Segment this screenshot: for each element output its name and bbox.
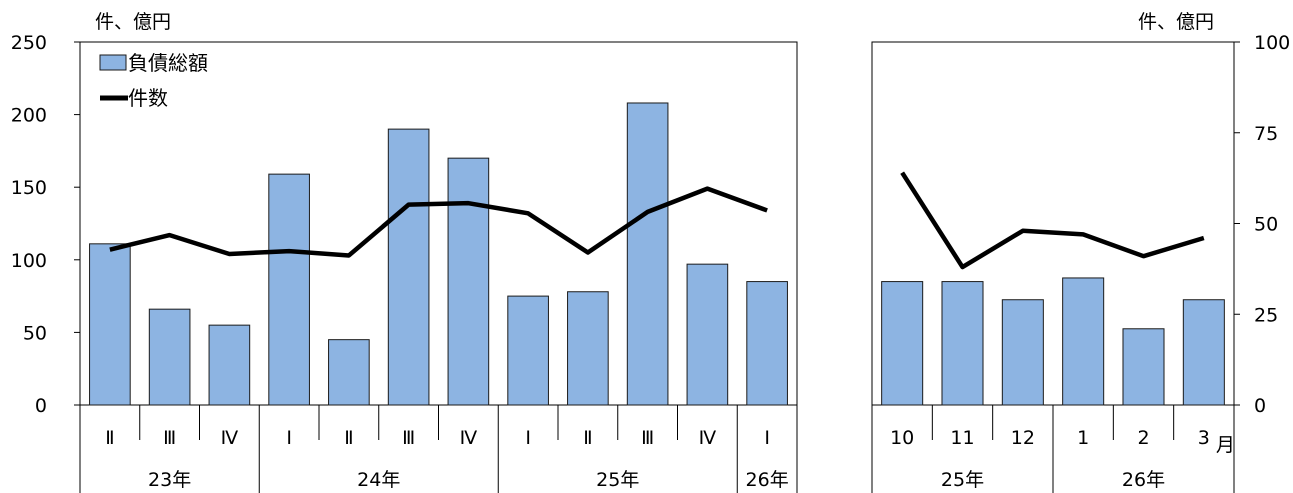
left-x-tick-label: Ⅲ [163,427,176,449]
left-bar [208,324,251,406]
left-bar [328,339,370,406]
legend-bar-label: 負債総額 [128,51,208,75]
left-y-tick-label: 50 [23,322,47,344]
left-x-tick-label: Ⅰ [286,427,292,449]
left-line-series [109,186,768,258]
left-x-tick-label: Ⅰ [525,427,531,449]
right-unit-label: 件、億円 [1138,11,1214,33]
left-bar [148,308,191,406]
left-bar [686,263,729,406]
right-x-tick-label: 12 [1011,427,1035,449]
right-year-label: 26年 [1122,469,1165,491]
right-x-tick-label: 10 [890,427,914,449]
legend: 負債総額 件数 [99,51,208,110]
right-line-path [900,171,1205,270]
left-year-label: 23年 [148,469,191,491]
right-bar [1062,277,1105,406]
left-line-path [109,186,768,258]
right-y-tick-label: 50 [1254,214,1278,236]
right-bar [1001,299,1044,406]
left-unit-label: 件、億円 [95,11,171,33]
right-bar [941,281,984,406]
left-x-tick-label: Ⅲ [402,427,415,449]
left-bar [567,291,609,406]
left-x-tick-label: Ⅳ [699,427,717,449]
left-y-tick-label: 250 [11,32,47,54]
left-x-tick-label: Ⅲ [641,427,654,449]
left-y-axis: 0 50 100 150 200 250 [11,32,80,417]
left-chart: 件、億円 0 50 100 150 200 250 Ⅱ Ⅲ Ⅳ Ⅰ Ⅱ Ⅲ Ⅳ Ⅰ Ⅱ Ⅲ Ⅳ Ⅰ 23年 24年 2… [11,11,798,493]
right-y-axis: 0 25 50 75 100 [1234,32,1290,417]
left-x-tick-label: Ⅱ [344,427,353,449]
left-bar [507,295,549,406]
left-year-label: 24年 [357,469,400,491]
right-x-unit-label: 月 [1216,434,1235,456]
right-line-series [900,171,1205,270]
left-y-tick-label: 150 [11,177,47,199]
left-bar [89,243,131,406]
right-x-tick-label: 2 [1137,427,1149,449]
left-x-axis: Ⅱ Ⅲ Ⅳ Ⅰ Ⅱ Ⅲ Ⅳ Ⅰ Ⅱ Ⅲ Ⅳ Ⅰ 23年 24年 25年 26年 [79,405,798,493]
left-x-tick-label: Ⅱ [583,427,592,449]
left-bar [268,173,310,406]
left-bar [447,157,490,406]
right-bar [1122,328,1165,406]
right-y-tick-label: 25 [1254,304,1278,326]
left-bar [746,281,788,406]
right-y-tick-label: 75 [1254,123,1278,145]
left-y-tick-label: 200 [11,105,47,127]
left-year-label: 26年 [746,469,789,491]
right-plot-frame [871,41,1235,406]
right-bars [881,277,1225,406]
right-x-tick-label: 3 [1198,427,1210,449]
left-x-tick-label: Ⅱ [105,427,114,449]
left-y-tick-label: 100 [11,250,47,272]
right-x-tick-label: 1 [1077,427,1089,449]
right-year-label: 25年 [941,469,984,491]
right-y-tick-label: 100 [1254,32,1290,54]
left-x-tick-label: Ⅳ [221,427,239,449]
left-y-tick-label: 0 [35,395,47,417]
legend-line-label: 件数 [128,86,168,110]
left-x-tick-label: Ⅰ [764,427,770,449]
right-bar [881,281,924,406]
left-bar [387,128,430,406]
left-x-tick-label: Ⅳ [460,427,478,449]
legend-bar-swatch [99,54,127,71]
right-bar [1182,299,1225,406]
left-bar [626,102,669,406]
right-y-tick-label: 0 [1254,395,1266,417]
left-year-label: 25年 [596,469,639,491]
left-bars [89,102,788,406]
right-x-tick-label: 11 [950,427,974,449]
